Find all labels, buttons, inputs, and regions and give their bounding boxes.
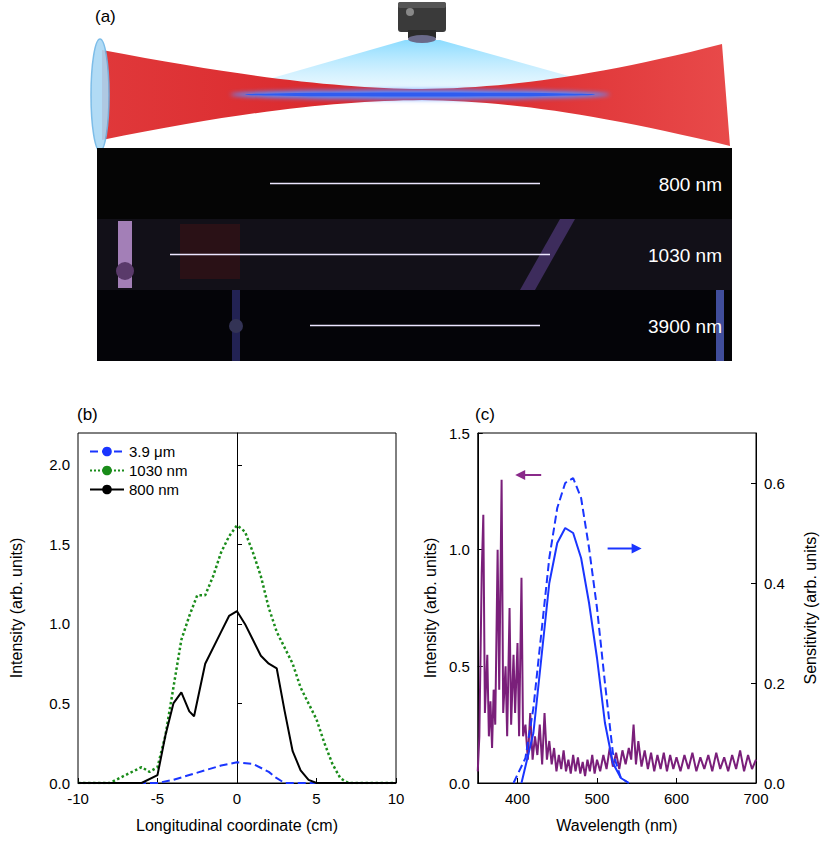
svg-text:Longitudinal coordinate (cm): Longitudinal coordinate (cm)	[136, 817, 338, 834]
svg-text:1030 nm: 1030 nm	[648, 245, 722, 266]
svg-text:Sensitivity (arb. units): Sensitivity (arb. units)	[802, 532, 819, 685]
svg-text:2.0: 2.0	[49, 456, 70, 473]
svg-text:700: 700	[743, 790, 768, 807]
svg-text:1030 nm: 1030 nm	[129, 462, 187, 479]
svg-text:1.0: 1.0	[49, 615, 70, 632]
svg-text:1.5: 1.5	[449, 425, 470, 442]
svg-text:800 nm: 800 nm	[129, 481, 179, 498]
svg-text:800 nm: 800 nm	[659, 174, 722, 195]
svg-text:400: 400	[505, 790, 530, 807]
svg-text:Intensity (arb. units): Intensity (arb. units)	[422, 538, 439, 679]
svg-text:0.6: 0.6	[764, 475, 785, 492]
svg-text:5: 5	[312, 790, 320, 807]
svg-text:3900 nm: 3900 nm	[648, 316, 722, 337]
svg-text:0.2: 0.2	[764, 675, 785, 692]
svg-text:(c): (c)	[475, 405, 495, 424]
svg-text:Intensity (arb. units): Intensity (arb. units)	[8, 538, 25, 679]
svg-text:-10: -10	[67, 790, 89, 807]
svg-text:0.4: 0.4	[764, 575, 785, 592]
svg-text:Wavelength (nm): Wavelength (nm)	[556, 817, 677, 834]
svg-text:0.5: 0.5	[49, 695, 70, 712]
svg-text:0.0: 0.0	[449, 775, 470, 792]
svg-text:500: 500	[584, 790, 609, 807]
svg-text:3.9 μm: 3.9 μm	[129, 443, 175, 460]
svg-text:0: 0	[233, 790, 241, 807]
svg-text:1.5: 1.5	[49, 536, 70, 553]
svg-text:-5: -5	[151, 790, 164, 807]
svg-text:0.5: 0.5	[449, 658, 470, 675]
svg-text:10: 10	[388, 790, 405, 807]
svg-text:(a): (a)	[95, 7, 116, 26]
svg-text:1.0: 1.0	[449, 541, 470, 558]
svg-text:0.0: 0.0	[49, 775, 70, 792]
svg-text:600: 600	[664, 790, 689, 807]
svg-text:0.0: 0.0	[764, 775, 785, 792]
svg-text:(b): (b)	[77, 405, 98, 424]
